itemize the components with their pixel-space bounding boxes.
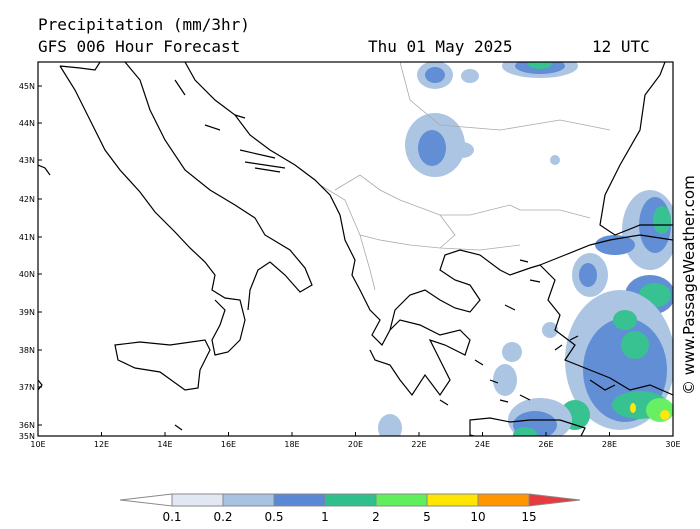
lat-label: 41N — [19, 233, 35, 242]
colorbar-end — [119, 493, 173, 507]
colorbar-label: 5 — [423, 510, 431, 524]
colorbar-segment — [375, 493, 428, 507]
colorbar-label: 0.5 — [264, 510, 283, 524]
lat-label: 39N — [19, 308, 35, 317]
coastlines — [38, 62, 673, 436]
colorbar-label: 2 — [372, 510, 380, 524]
colorbar-segment — [222, 493, 275, 507]
lat-label: 45N — [19, 82, 35, 91]
lat-label: 43N — [19, 156, 35, 165]
subtitle: GFS 006 Hour Forecast — [38, 37, 240, 56]
colorbar-label: 0.1 — [162, 510, 181, 524]
precip-fields — [378, 62, 673, 436]
lat-label: 40N — [19, 270, 35, 279]
colorbar-label: 0.2 — [213, 510, 232, 524]
colorbar-segment — [426, 493, 479, 507]
colorbar: 0.1 0.2 0.5 1 2 5 10 15 — [119, 493, 581, 524]
lat-label: 38N — [19, 346, 35, 355]
lat-label: 37N — [19, 383, 35, 392]
forecast-time: 12 UTC — [592, 37, 650, 56]
lat-label: 35N — [19, 432, 35, 441]
colorbar-segment — [324, 493, 377, 507]
lon-label: 28E — [602, 440, 617, 449]
lon-label: 16E — [221, 440, 236, 449]
borders — [319, 62, 611, 291]
lat-label: 36N — [19, 421, 35, 430]
title: Precipitation (mm/3hr) — [38, 15, 250, 34]
lon-label: 26E — [538, 440, 553, 449]
map-area — [38, 62, 673, 436]
lat-label: 42N — [19, 195, 35, 204]
colorbar-label: 10 — [470, 510, 485, 524]
lon-label: 24E — [475, 440, 490, 449]
lon-label: 12E — [94, 440, 109, 449]
lat-label: 44N — [19, 119, 35, 128]
lon-label: 22E — [411, 440, 426, 449]
watermark: © www.PassageWeather.com — [680, 175, 698, 395]
colorbar-label: 1 — [321, 510, 329, 524]
colorbar-label: 15 — [521, 510, 536, 524]
colorbar-end — [528, 493, 581, 507]
lon-label: 10E — [30, 440, 45, 449]
colorbar-segment — [477, 493, 530, 507]
lon-label: 14E — [157, 440, 172, 449]
forecast-date: Thu 01 May 2025 — [368, 37, 513, 56]
colorbar-segment — [171, 493, 224, 507]
lon-label: 30E — [665, 440, 680, 449]
lon-label: 20E — [348, 440, 363, 449]
lon-label: 18E — [284, 440, 299, 449]
colorbar-segment — [273, 493, 326, 507]
